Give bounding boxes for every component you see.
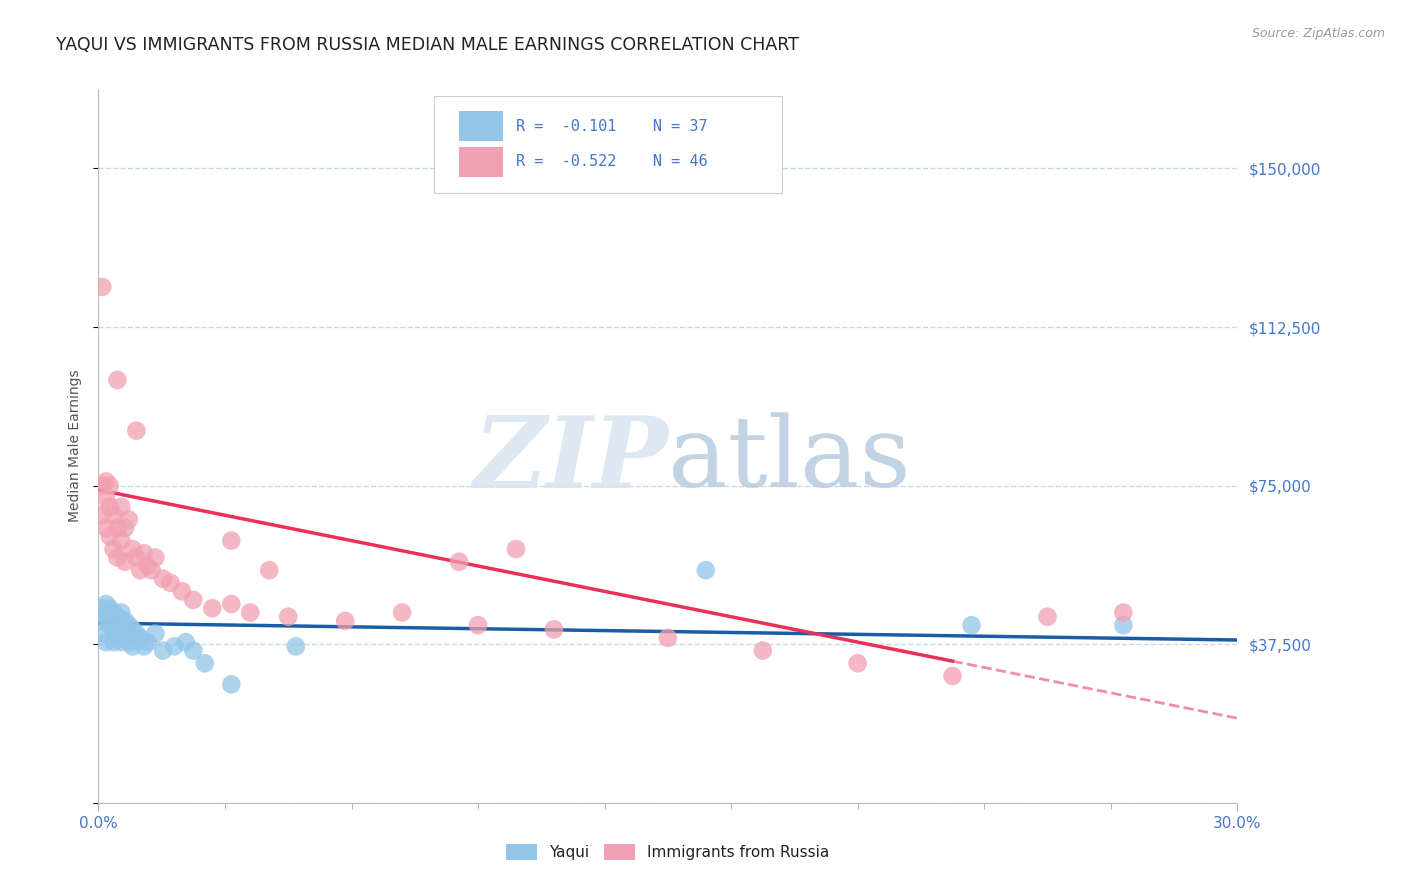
Point bbox=[110, 500, 132, 514]
Point bbox=[110, 606, 132, 620]
Point bbox=[91, 614, 114, 628]
Point bbox=[259, 563, 281, 577]
Point bbox=[107, 626, 129, 640]
Text: R =  -0.101    N = 37: R = -0.101 N = 37 bbox=[516, 119, 709, 134]
Point bbox=[98, 478, 121, 492]
Point bbox=[145, 550, 167, 565]
Point bbox=[118, 512, 141, 526]
Point bbox=[183, 592, 205, 607]
Text: atlas: atlas bbox=[668, 412, 911, 508]
Point bbox=[98, 601, 121, 615]
Point bbox=[91, 601, 114, 615]
Point bbox=[98, 500, 121, 514]
FancyBboxPatch shape bbox=[460, 112, 503, 141]
Y-axis label: Median Male Earnings: Median Male Earnings bbox=[67, 369, 82, 523]
Point bbox=[391, 606, 413, 620]
Text: ZIP: ZIP bbox=[472, 412, 668, 508]
Point bbox=[239, 606, 262, 620]
Point bbox=[110, 623, 132, 637]
Point bbox=[94, 491, 117, 506]
Point bbox=[110, 635, 132, 649]
Point bbox=[942, 669, 965, 683]
Point bbox=[1112, 618, 1135, 632]
Text: R =  -0.522    N = 46: R = -0.522 N = 46 bbox=[516, 154, 709, 169]
Point bbox=[183, 643, 205, 657]
Point bbox=[118, 635, 141, 649]
Point bbox=[91, 280, 114, 294]
Point bbox=[94, 597, 117, 611]
Point bbox=[657, 631, 679, 645]
Point bbox=[118, 618, 141, 632]
Point bbox=[114, 631, 136, 645]
Point bbox=[221, 533, 243, 548]
Point bbox=[107, 609, 129, 624]
Point bbox=[449, 555, 471, 569]
Point bbox=[94, 635, 117, 649]
Point bbox=[103, 606, 125, 620]
Point bbox=[91, 626, 114, 640]
Point bbox=[103, 542, 125, 557]
Point bbox=[201, 601, 224, 615]
Point bbox=[114, 614, 136, 628]
Point bbox=[129, 563, 152, 577]
Text: Source: ZipAtlas.com: Source: ZipAtlas.com bbox=[1251, 27, 1385, 40]
Point bbox=[91, 508, 114, 523]
Point bbox=[129, 631, 152, 645]
Point bbox=[752, 643, 775, 657]
Text: YAQUI VS IMMIGRANTS FROM RUSSIA MEDIAN MALE EARNINGS CORRELATION CHART: YAQUI VS IMMIGRANTS FROM RUSSIA MEDIAN M… bbox=[56, 36, 799, 54]
Point bbox=[107, 521, 129, 535]
Point bbox=[505, 542, 527, 557]
Point bbox=[103, 635, 125, 649]
Point bbox=[174, 635, 197, 649]
Point bbox=[125, 626, 148, 640]
Point bbox=[221, 597, 243, 611]
Point bbox=[170, 584, 193, 599]
Point bbox=[91, 478, 114, 492]
Point bbox=[1036, 609, 1059, 624]
Point bbox=[132, 546, 155, 560]
Point bbox=[136, 635, 159, 649]
Point bbox=[103, 508, 125, 523]
Point bbox=[121, 623, 143, 637]
Point bbox=[277, 609, 299, 624]
Point bbox=[163, 640, 186, 654]
Point bbox=[159, 575, 181, 590]
Point bbox=[152, 572, 174, 586]
Point bbox=[141, 563, 163, 577]
Point bbox=[152, 643, 174, 657]
Point bbox=[543, 623, 565, 637]
Point bbox=[335, 614, 357, 628]
Point bbox=[98, 529, 121, 543]
Point bbox=[114, 555, 136, 569]
Point bbox=[125, 550, 148, 565]
Point bbox=[846, 657, 869, 671]
Point bbox=[94, 475, 117, 489]
Point bbox=[110, 533, 132, 548]
Point bbox=[145, 626, 167, 640]
Point bbox=[103, 623, 125, 637]
Point bbox=[136, 559, 159, 574]
Point bbox=[121, 542, 143, 557]
Point bbox=[960, 618, 983, 632]
Point bbox=[107, 373, 129, 387]
Point bbox=[194, 657, 217, 671]
Point bbox=[114, 521, 136, 535]
Point bbox=[107, 550, 129, 565]
Point bbox=[284, 640, 307, 654]
Point bbox=[125, 424, 148, 438]
Point bbox=[695, 563, 717, 577]
Point bbox=[132, 640, 155, 654]
Point bbox=[221, 677, 243, 691]
Point bbox=[94, 521, 117, 535]
Point bbox=[467, 618, 489, 632]
FancyBboxPatch shape bbox=[434, 96, 782, 193]
FancyBboxPatch shape bbox=[460, 147, 503, 177]
Point bbox=[121, 640, 143, 654]
Point bbox=[94, 609, 117, 624]
Legend: Yaqui, Immigrants from Russia: Yaqui, Immigrants from Russia bbox=[501, 838, 835, 866]
Point bbox=[1112, 606, 1135, 620]
Point bbox=[98, 618, 121, 632]
